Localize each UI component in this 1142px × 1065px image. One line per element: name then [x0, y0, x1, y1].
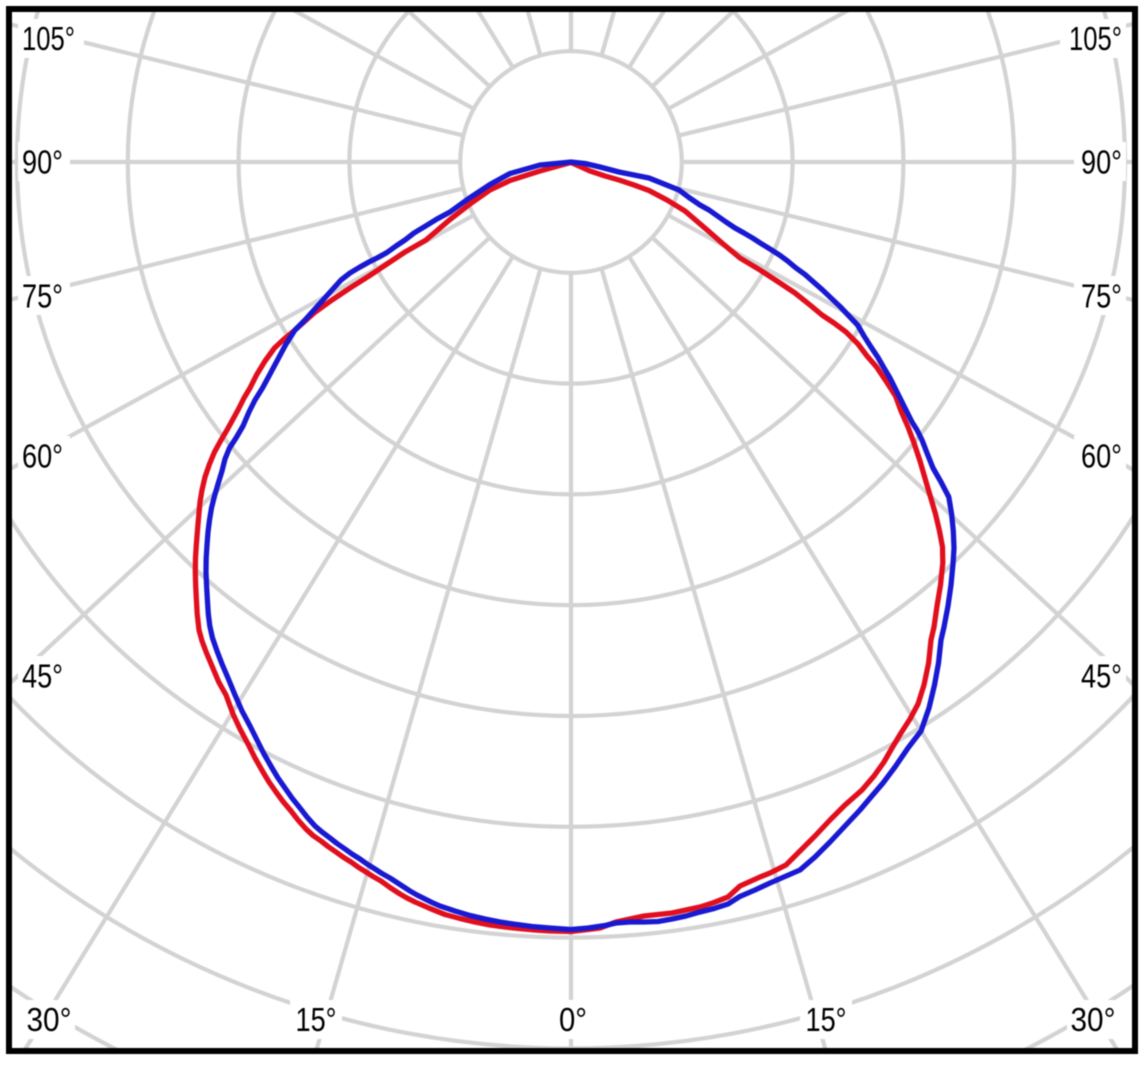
svg-text:75°: 75°: [1081, 278, 1122, 315]
svg-text:0°: 0°: [559, 1001, 587, 1038]
svg-text:105°: 105°: [1069, 20, 1122, 57]
svg-text:30°: 30°: [1071, 1001, 1116, 1038]
svg-text:15°: 15°: [296, 1001, 337, 1038]
svg-text:90°: 90°: [1081, 144, 1122, 181]
svg-text:30°: 30°: [27, 1001, 72, 1038]
svg-text:45°: 45°: [22, 658, 63, 695]
svg-text:90°: 90°: [22, 144, 63, 181]
svg-text:75°: 75°: [22, 278, 63, 315]
svg-text:15°: 15°: [806, 1001, 847, 1038]
svg-text:60°: 60°: [1081, 438, 1122, 475]
svg-text:60°: 60°: [22, 438, 63, 475]
svg-text:45°: 45°: [1081, 658, 1122, 695]
svg-text:105°: 105°: [22, 20, 75, 57]
